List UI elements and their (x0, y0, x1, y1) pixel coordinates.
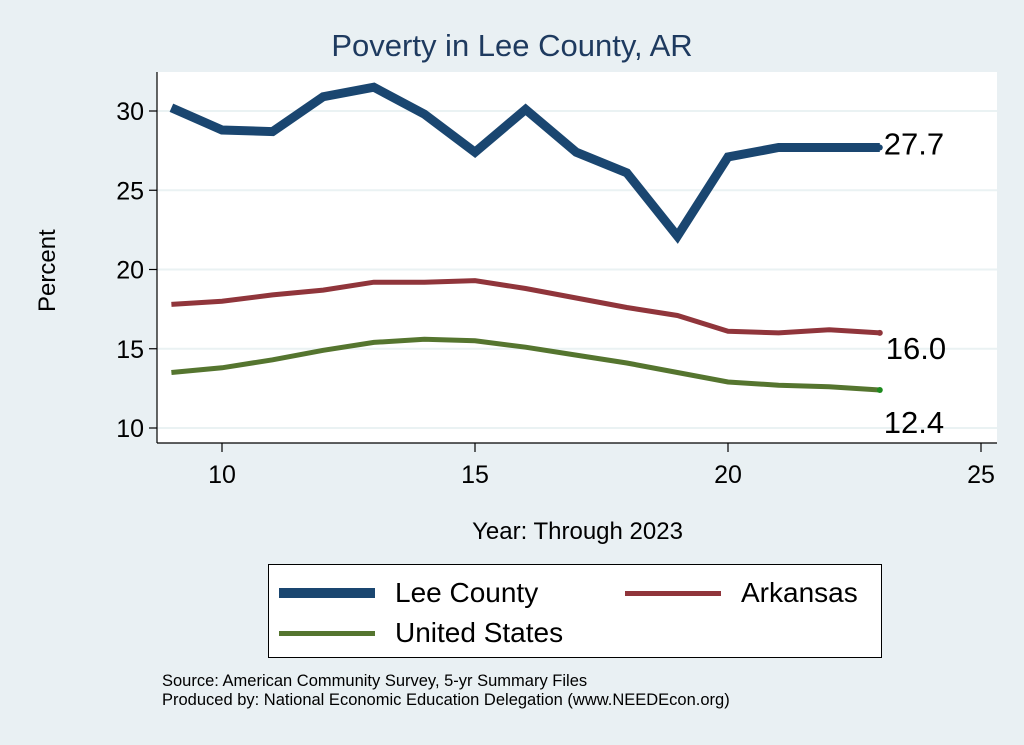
legend-label-united-states: United States (395, 617, 564, 648)
legend-swatch-lee-county (279, 588, 375, 598)
plot-area (157, 72, 997, 443)
legend-swatch-arkansas (625, 590, 721, 596)
source-note: Source: American Community Survey, 5-yr … (162, 672, 588, 690)
chart-title: Poverty in Lee County, AR (331, 28, 693, 63)
end-marker-lee-county (876, 144, 883, 151)
y-axis-label: Percent (34, 229, 61, 312)
gridlines (157, 110, 997, 429)
chart-canvas: 10 15 20 25 30 10 15 20 25 27.7 16.0 12.4 (116, 72, 997, 489)
produced-note: Produced by: National Economic Education… (162, 691, 730, 709)
y-tick-label: 30 (116, 98, 144, 126)
end-marker-arkansas (876, 329, 883, 336)
legend-label-lee-county: Lee County (395, 577, 539, 608)
legend: Lee County Arkansas United States (268, 564, 882, 658)
end-marker-united-states (876, 386, 883, 393)
x-axis-label: Year: Through 2023 (472, 518, 683, 545)
footer-notes: Source: American Community Survey, 5-yr … (162, 672, 730, 710)
legend-label-arkansas: Arkansas (741, 577, 858, 608)
y-tick-label: 15 (116, 336, 144, 364)
legend-item-lee-county: Lee County (279, 577, 538, 609)
end-label-united-states: 12.4 (884, 405, 944, 440)
series-layer (169, 82, 883, 393)
y-tick-label: 10 (116, 415, 144, 443)
y-tick-label: 20 (116, 257, 144, 285)
legend-item-united-states: United States (279, 617, 563, 649)
x-tick-label: 20 (714, 461, 742, 489)
end-label-arkansas: 16.0 (886, 331, 946, 366)
legend-swatch-united-states (279, 630, 375, 636)
end-labels: 27.7 16.0 12.4 (884, 126, 946, 440)
axes: 10 15 20 25 30 10 15 20 25 (116, 72, 997, 489)
x-tick-label: 10 (208, 461, 236, 489)
y-tick-label: 25 (116, 177, 144, 205)
legend-item-arkansas: Arkansas (625, 577, 858, 609)
end-label-lee-county: 27.7 (884, 126, 944, 161)
x-tick-label: 15 (461, 461, 489, 489)
x-tick-label: 25 (967, 461, 995, 489)
